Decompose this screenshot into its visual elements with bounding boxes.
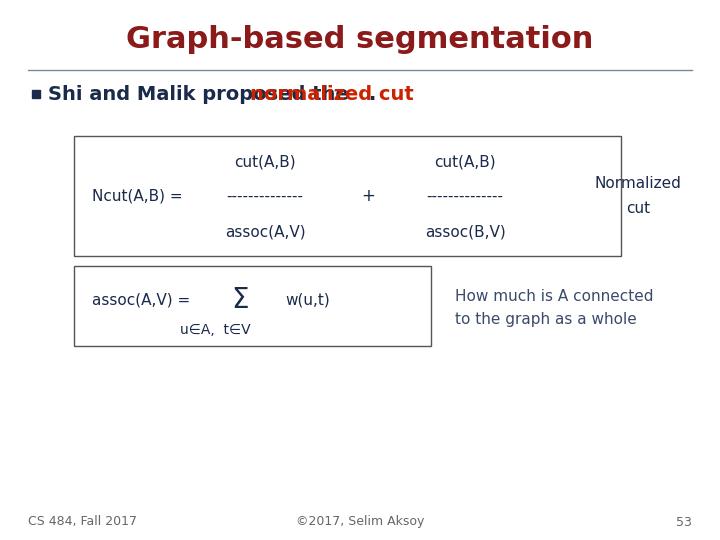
Text: Graph-based segmentation: Graph-based segmentation xyxy=(126,25,594,55)
Text: w(u,t): w(u,t) xyxy=(285,293,330,307)
Text: 53: 53 xyxy=(676,516,692,529)
FancyBboxPatch shape xyxy=(74,136,621,256)
Text: cut(A,B): cut(A,B) xyxy=(234,154,296,170)
Text: Normalized
cut: Normalized cut xyxy=(595,176,681,216)
Text: cut(A,B): cut(A,B) xyxy=(434,154,496,170)
Text: assoc(A,V): assoc(A,V) xyxy=(225,225,305,240)
Text: --------------: -------------- xyxy=(227,188,304,204)
Text: assoc(A,V) =: assoc(A,V) = xyxy=(92,293,190,307)
Bar xyxy=(32,90,40,98)
Text: ©2017, Selim Aksoy: ©2017, Selim Aksoy xyxy=(296,516,424,529)
Text: CS 484, Fall 2017: CS 484, Fall 2017 xyxy=(28,516,137,529)
Text: Ncut(A,B) =: Ncut(A,B) = xyxy=(92,188,183,204)
Text: .: . xyxy=(369,84,377,104)
Text: normalized cut: normalized cut xyxy=(250,84,414,104)
Text: Shi and Malik proposed the: Shi and Malik proposed the xyxy=(48,84,356,104)
Text: u∈A,  t∈V: u∈A, t∈V xyxy=(180,323,251,337)
Text: Σ: Σ xyxy=(231,286,248,314)
Text: How much is A connected
to the graph as a whole: How much is A connected to the graph as … xyxy=(455,289,654,327)
Text: assoc(B,V): assoc(B,V) xyxy=(425,225,505,240)
Text: --------------: -------------- xyxy=(426,188,503,204)
FancyBboxPatch shape xyxy=(74,266,431,346)
Text: +: + xyxy=(361,187,375,205)
